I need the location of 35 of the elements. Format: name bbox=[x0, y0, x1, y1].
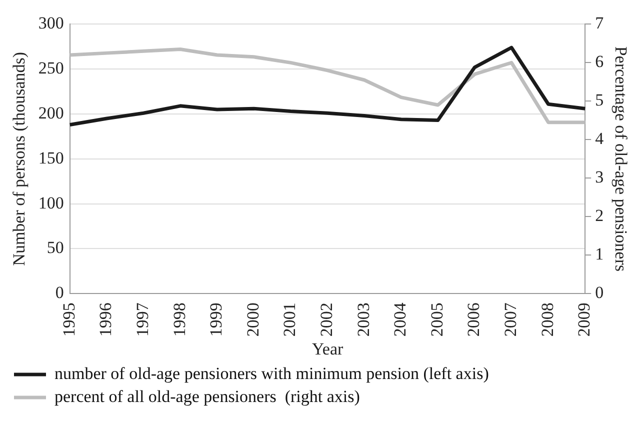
x-tick-label: 1996 bbox=[96, 302, 116, 337]
x-tick-label: 2003 bbox=[354, 302, 373, 337]
x-tick-label: 1999 bbox=[206, 302, 226, 337]
legend-label: number of old-age pensioners with minimum pension (left axis) bbox=[54, 364, 489, 383]
y2-tick-label: 4 bbox=[595, 129, 604, 148]
y-tick-label: 50 bbox=[46, 238, 64, 258]
y2-tick-label: 5 bbox=[595, 90, 604, 110]
y-tick-label: 250 bbox=[38, 58, 64, 78]
legend-label: percent of all old-age pensioners (right axis) bbox=[54, 386, 360, 406]
y2-tick-label: 2 bbox=[595, 206, 604, 226]
x-tick-label: 2006 bbox=[464, 302, 484, 337]
y2-axis-title: Percentage of old-age pensioners bbox=[611, 46, 630, 272]
y2-tick-label: 6 bbox=[595, 52, 604, 72]
x-tick-label: 2002 bbox=[316, 302, 336, 337]
x-tick-label: 1995 bbox=[59, 302, 78, 337]
x-tick-label: 2001 bbox=[280, 302, 300, 337]
y-axis-title: Number of persons (thousands) bbox=[10, 52, 29, 266]
y2-tick-label: 3 bbox=[595, 168, 604, 187]
x-tick-label: 2007 bbox=[500, 302, 520, 337]
y2-tick-label: 1 bbox=[595, 244, 604, 264]
y2-tick-label: 0 bbox=[595, 283, 604, 302]
x-tick-label: 2009 bbox=[574, 302, 594, 337]
x-tick-label: 2005 bbox=[427, 302, 446, 337]
y-tick-label: 100 bbox=[38, 193, 64, 212]
y-tick-label: 0 bbox=[55, 283, 64, 302]
y-tick-label: 300 bbox=[38, 14, 64, 33]
x-tick-label: 2008 bbox=[538, 302, 557, 337]
x-tick-label: 2004 bbox=[390, 302, 410, 337]
y-tick-label: 150 bbox=[38, 148, 64, 168]
x-tick-label: 2000 bbox=[243, 302, 262, 337]
x-tick-label: 1998 bbox=[170, 302, 189, 337]
y-tick-label: 200 bbox=[38, 103, 64, 122]
y2-tick-label: 7 bbox=[595, 14, 604, 33]
x-axis-title: Year bbox=[312, 339, 344, 358]
x-tick-label: 1997 bbox=[132, 302, 152, 337]
